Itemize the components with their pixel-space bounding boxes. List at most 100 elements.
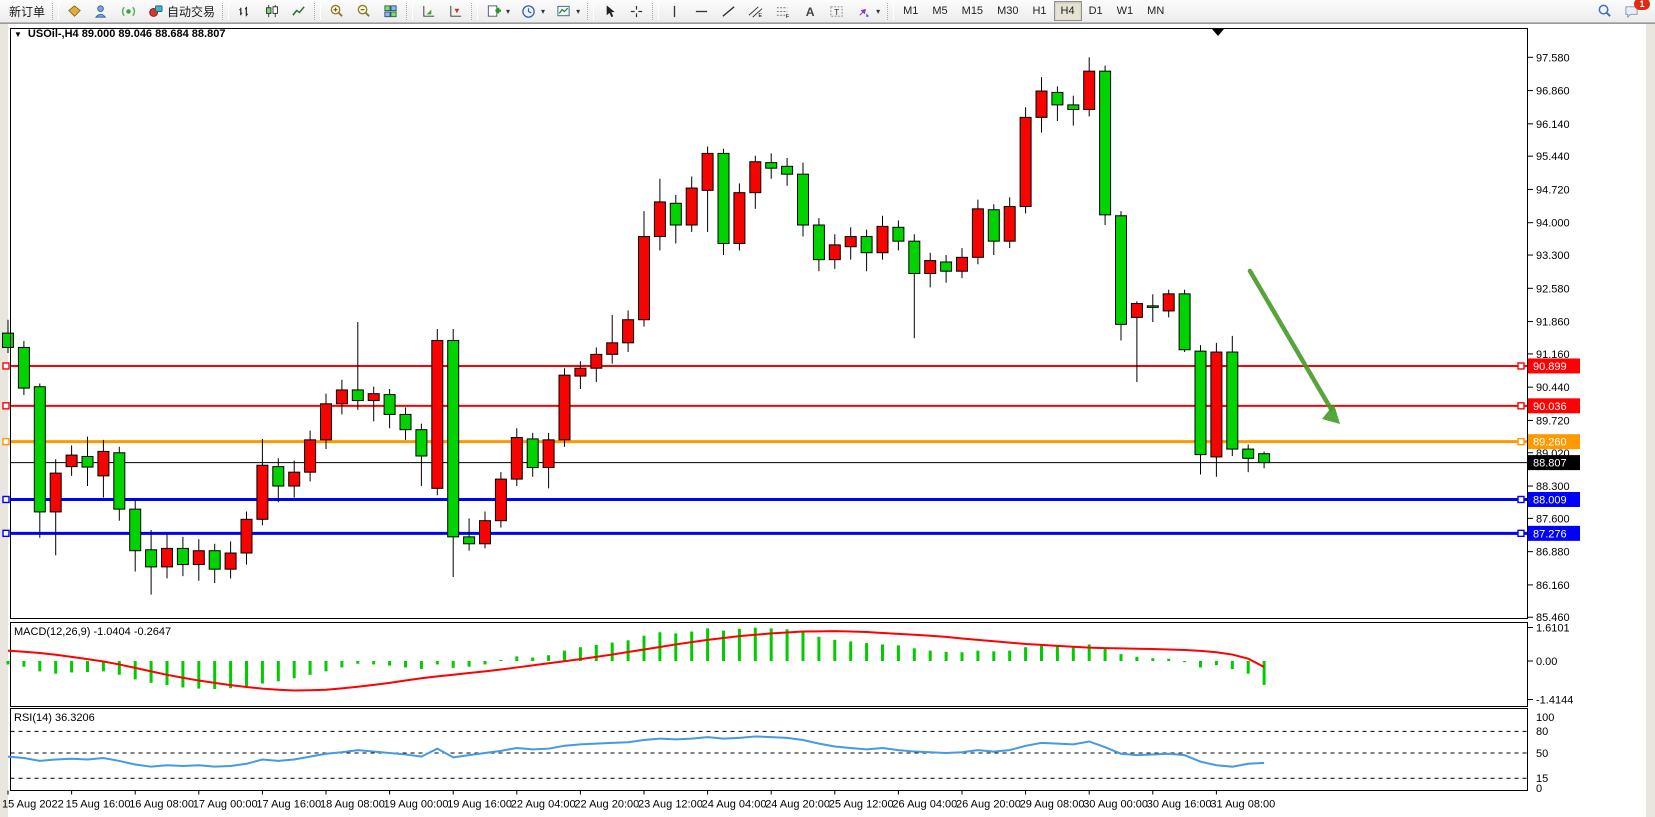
- candle-body: [2, 332, 14, 348]
- price-tag-label: 88.807: [1533, 458, 1567, 470]
- tile-windows-button[interactable]: [377, 1, 404, 22]
- macd-bar: [1230, 661, 1234, 670]
- annotation-arrow[interactable]: [1247, 268, 1340, 424]
- candle-body: [335, 389, 348, 405]
- svg-text:A: A: [806, 5, 815, 19]
- auto-trading-button[interactable]: 自动交易: [142, 1, 220, 22]
- line-chart-button[interactable]: [285, 1, 312, 22]
- candle-body: [765, 162, 778, 169]
- search-button[interactable]: [1591, 1, 1618, 22]
- templates-button-dropdown-ic[interactable]: ▾: [576, 6, 581, 16]
- bar-chart-icon: [239, 6, 248, 16]
- market-watch-icon: [68, 4, 81, 17]
- level-handle[interactable]: [1517, 402, 1525, 410]
- auto-trading-icon: [149, 4, 163, 17]
- level-handle[interactable]: [2, 362, 10, 370]
- symbol-dropdown-icon[interactable]: ▼: [14, 29, 22, 39]
- templates-button[interactable]: ▾: [550, 1, 585, 22]
- macd-bar: [1103, 648, 1107, 661]
- bar-chart-button[interactable]: [231, 1, 258, 22]
- time-tick-label: 15 Aug 16:00: [66, 799, 131, 811]
- macd-bar: [197, 661, 201, 689]
- price-tick-label: 87.600: [1536, 513, 1570, 525]
- candle-body: [669, 202, 682, 226]
- price-chart[interactable]: 97.580 96.860 96.140 95.440 94.720 94.000 93.3…: [0, 23, 1655, 817]
- macd-bar: [101, 661, 105, 672]
- level-handle[interactable]: [1517, 495, 1525, 504]
- period-separator-button[interactable]: [442, 1, 469, 22]
- periods-button-dropdown-ic[interactable]: ▾: [541, 6, 546, 16]
- macd-bar: [1055, 645, 1059, 661]
- candle-body: [494, 478, 507, 522]
- signals-button[interactable]: [115, 1, 142, 22]
- price-axis[interactable]: 97.580 96.860 96.140 95.440 94.720 94.000 93.3…: [1528, 52, 1570, 624]
- chart-title[interactable]: ▼ USOil-,H4 89.000 89.046 88.684 88.807: [14, 28, 225, 40]
- zoom-out-icon: [357, 4, 370, 17]
- time-tick-label: 19 Aug 16:00: [447, 799, 512, 811]
- arrows-icon: [859, 8, 870, 17]
- timeframe-h4-button[interactable]: H4: [1053, 1, 1082, 21]
- candle-body: [590, 353, 603, 369]
- crosshair-button[interactable]: [623, 1, 650, 22]
- candle-body: [1146, 305, 1159, 308]
- level-handle[interactable]: [2, 402, 10, 410]
- new-chart-button[interactable]: ▾: [480, 1, 515, 22]
- candle-body: [987, 209, 1000, 242]
- main-panel-border: [10, 28, 1528, 619]
- fibonacci-button[interactable]: F: [769, 1, 796, 22]
- timeframe-m15-button[interactable]: M15: [961, 5, 984, 17]
- trendline-button[interactable]: [715, 1, 742, 22]
- timeframe-d1-button[interactable]: D1: [1088, 5, 1103, 17]
- toolbar-separator: [471, 2, 479, 20]
- candle-body: [542, 439, 555, 469]
- horizontal-line-button[interactable]: [688, 1, 715, 22]
- zoom-out-button[interactable]: [350, 1, 377, 22]
- level-handle[interactable]: [1517, 362, 1525, 370]
- timeframe-w1-button[interactable]: W1: [1116, 5, 1134, 17]
- accounts-button[interactable]: [88, 1, 115, 22]
- text-button[interactable]: A: [796, 1, 823, 22]
- rsi-indicator-label: RSI(14) 36.3206: [14, 712, 95, 724]
- time-tick-label: 18 Aug 08:00: [320, 799, 385, 811]
- macd-bar: [6, 661, 10, 665]
- notifications-button[interactable]: 1: [1618, 0, 1650, 22]
- macd-bar: [1183, 661, 1187, 663]
- level-handle[interactable]: [2, 529, 10, 538]
- horizontal-line-icon: [695, 10, 708, 12]
- candle-body: [1162, 293, 1175, 312]
- cursor-button[interactable]: [596, 1, 623, 22]
- timeframe-mn-button[interactable]: MN: [1147, 5, 1165, 17]
- level-handle[interactable]: [1517, 529, 1525, 538]
- new-order-button[interactable]: 新订单: [4, 1, 50, 22]
- timeframe-m1-button[interactable]: M1: [903, 5, 919, 17]
- new-chart-button-dropdown-ic[interactable]: ▾: [506, 6, 511, 16]
- level-handle[interactable]: [2, 495, 10, 504]
- macd-panel-border: [10, 622, 1528, 707]
- candle-body: [749, 161, 762, 194]
- timeframe-h1-button[interactable]: H1: [1032, 5, 1047, 17]
- candle-body: [208, 550, 221, 570]
- time-tick-label: 25 Aug 12:00: [829, 799, 894, 811]
- macd-bar: [1135, 656, 1139, 661]
- macd-bar: [1119, 654, 1123, 661]
- zoom-in-button[interactable]: [323, 1, 350, 22]
- text-label-button[interactable]: T: [823, 1, 850, 22]
- channel-button[interactable]: E: [742, 1, 769, 22]
- level-handle[interactable]: [1517, 437, 1525, 446]
- vertical-line-button[interactable]: [661, 1, 688, 22]
- indicator-window-button[interactable]: [415, 1, 442, 22]
- rsi-line: [7, 735, 1265, 768]
- market-watch-button[interactable]: [61, 1, 88, 22]
- timeframe-m5-button[interactable]: M5: [932, 5, 948, 17]
- level-handle[interactable]: [2, 437, 10, 446]
- arrows-button-dropdown-ic[interactable]: ▾: [876, 6, 881, 16]
- accounts-icon: [94, 4, 107, 18]
- arrows-button[interactable]: ▾: [850, 1, 885, 22]
- timeframe-m30-button[interactable]: M30: [997, 5, 1019, 17]
- price-tag: [1528, 358, 1580, 374]
- candlestick-chart-button[interactable]: [258, 1, 285, 22]
- periods-button[interactable]: ▾: [515, 1, 550, 22]
- price-tag-label: 90.036: [1533, 401, 1567, 413]
- shift-end-marker[interactable]: [1212, 29, 1224, 36]
